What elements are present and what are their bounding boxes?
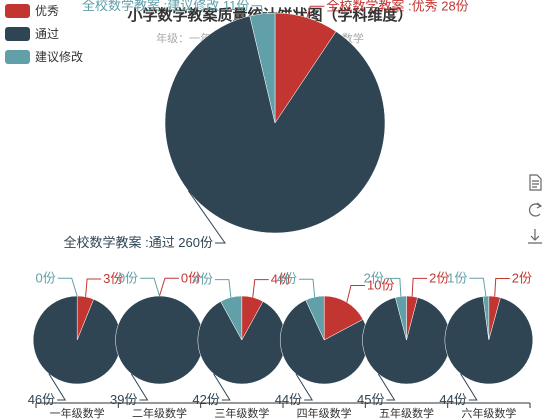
slice-label: 10份 [367,277,394,292]
axis-tick-label: 五年级数学 [379,406,434,420]
label-line [251,5,263,14]
legend-swatch [5,27,30,41]
slice-label: 4份 [193,272,213,287]
grade-pie[interactable]: 4份 4份 42份 [192,272,291,407]
axis-tick-label: 二年级数学 [132,406,187,420]
grade-pie[interactable]: 2份 1份 44份 [439,270,534,407]
legend-item[interactable]: 建议修改 [5,49,83,64]
slice-label: 42份 [192,392,219,407]
label-line [130,373,149,401]
pie-slice-通过[interactable] [164,15,386,234]
slice-label: 全校数学教案 :通过 260份 [63,235,213,250]
pie-slice-建议修改[interactable] [249,12,276,124]
axis-tick-label: 六年级数学 [461,406,516,420]
slice-label: 4份 [271,272,291,287]
label-line [85,278,102,297]
slice-label: 0份 [35,270,55,285]
data-view-icon[interactable] [529,174,542,191]
label-line [377,373,396,401]
label-line [346,284,365,303]
grade-pie[interactable]: 3份 0份 46份 [28,270,124,407]
save-image-icon[interactable] [528,229,542,244]
label-line [494,277,510,297]
slice-label: 全校数学教案 :建议修改 11份 [82,0,249,13]
pie-slice-通过[interactable] [32,295,122,385]
pie-slice-建议修改[interactable] [305,295,325,341]
legend-label: 建议修改 [35,49,83,64]
axis-tick-label: 一年级数学 [50,406,105,420]
pie-slice-优秀[interactable] [323,295,364,341]
restore-icon[interactable] [529,202,543,217]
slice-label: 44份 [439,392,466,407]
label-line [213,373,231,401]
pie-slice-通过[interactable] [115,295,204,385]
slice-label: 44份 [275,392,302,407]
label-line [140,277,160,297]
label-line [411,277,428,297]
slice-label: 2份 [429,270,449,285]
label-line [187,190,226,244]
pie-slice-通过[interactable] [362,297,451,385]
slice-label: 全校数学教案 :优秀 28份 [326,0,468,13]
slice-label: 1份 [447,270,467,285]
legend-label: 通过 [35,27,59,41]
axis-tick-label: 四年级数学 [297,406,352,420]
slice-label: 39份 [110,392,137,407]
label-line [385,277,402,297]
legend-item[interactable]: 通过 [5,27,59,41]
slice-label: 2份 [512,270,532,285]
label-line [295,373,314,401]
slice-label: 0份 [118,270,138,285]
label-line [460,373,478,401]
label-line [252,279,269,298]
slice-label: 2份 [364,270,384,285]
axis-tick-label: 三年级数学 [214,406,269,420]
legend-swatch [5,50,30,64]
pie-slice-通过[interactable] [444,296,534,385]
label-line [57,277,78,297]
toolbox [528,174,543,244]
slice-label: 3份 [103,271,123,286]
legend-label: 优秀 [35,4,59,18]
legend-item[interactable]: 优秀 [5,4,59,18]
grade-pie[interactable]: 0份 0份 39份 [110,270,204,407]
label-line [469,277,487,297]
grade-pies: 3份0份46份0份0份39份4份4份42份10份4份44份2份2份45份2份1份… [28,270,534,407]
pie-slice-建议修改[interactable] [482,295,490,341]
category-axis: 一年级数学 二年级数学 三年级数学 四年级数学 五年级数学 六年级数学 [35,402,531,420]
label-line [214,279,232,298]
label-line [159,277,179,297]
slice-label: 46份 [28,392,55,407]
pie-slice-建议修改[interactable] [220,295,243,341]
label-line [298,278,316,298]
label-line [306,5,325,18]
label-line [48,373,67,401]
slice-label: 4份 [277,271,297,286]
slice-label: 0份 [181,270,201,285]
slice-label: 45份 [357,392,384,407]
legend-swatch [5,4,30,18]
